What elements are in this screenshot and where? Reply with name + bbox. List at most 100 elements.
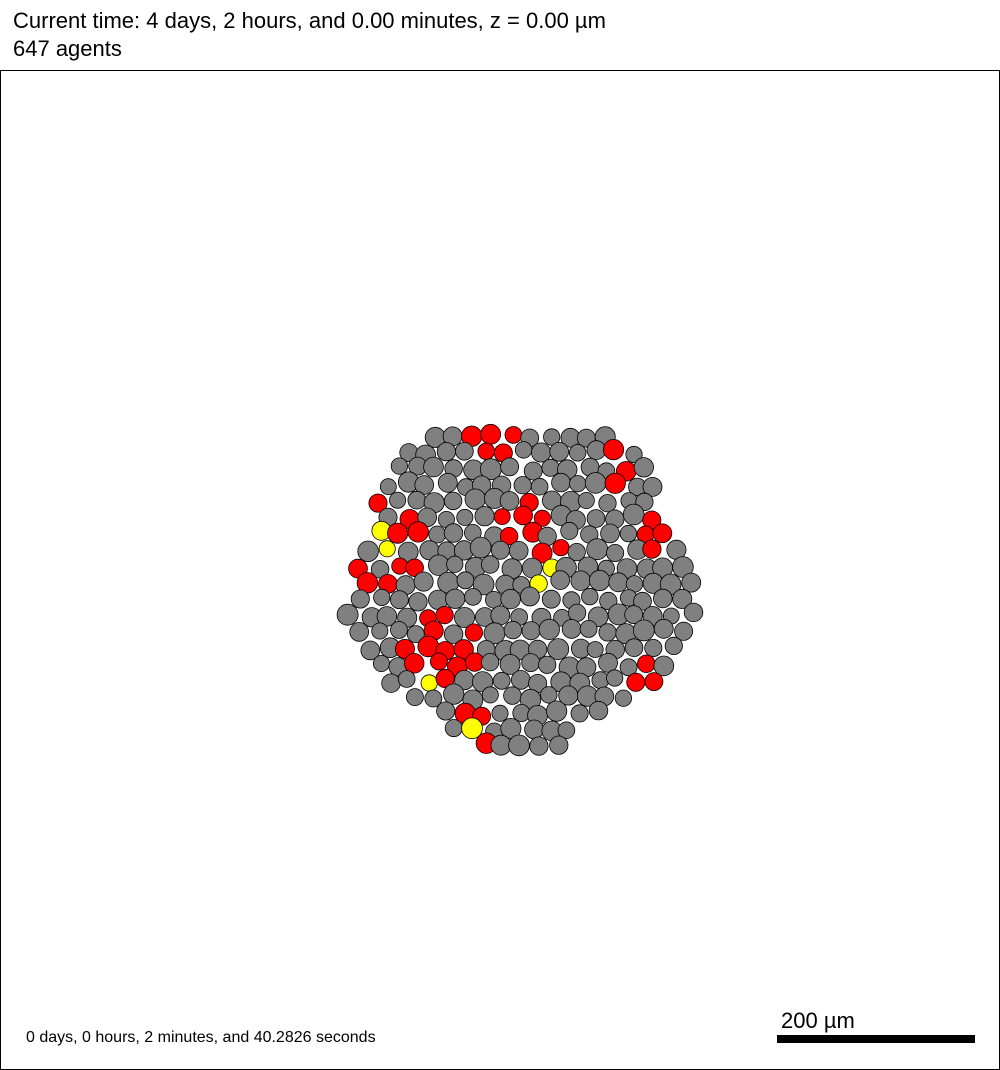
- cell-agent: [624, 638, 644, 657]
- cell-agent: [429, 652, 448, 671]
- cell-agent: [632, 619, 655, 642]
- cell-agent: [644, 639, 663, 658]
- cell-agent: [598, 623, 617, 642]
- cell-agent: [529, 736, 549, 756]
- cell-agent: [407, 490, 427, 510]
- cell-agent: [586, 641, 604, 658]
- simulation-view[interactable]: 0 days, 0 hours, 2 minutes, and 40.2826 …: [0, 70, 1000, 1070]
- cell-agent: [492, 671, 511, 690]
- cell-agent: [424, 689, 443, 708]
- cell-agent: [391, 557, 409, 575]
- cell-agent: [503, 686, 522, 705]
- cell-agent: [469, 536, 492, 559]
- cell-agent: [405, 558, 424, 578]
- cell-agent: [550, 570, 570, 590]
- cell-agent: [549, 735, 569, 755]
- cell-agent: [389, 590, 409, 610]
- cell-agent: [420, 674, 438, 692]
- cell-agent: [637, 654, 656, 674]
- cell-agent: [443, 491, 463, 511]
- cell-agent: [436, 701, 456, 721]
- cell-agent: [372, 655, 390, 673]
- cell-agent: [652, 523, 673, 544]
- cell-agent: [672, 588, 693, 609]
- cell-agent: [625, 445, 643, 464]
- cell-agent: [588, 569, 611, 592]
- cell-agent: [598, 652, 618, 673]
- cell-agent: [508, 734, 530, 757]
- cell-population: [336, 423, 704, 757]
- cell-agent: [373, 588, 391, 607]
- cell-agent: [600, 523, 620, 544]
- cell-agent: [408, 592, 428, 612]
- cell-agent: [500, 457, 520, 477]
- scale-bar-label: 200 µm: [781, 1008, 855, 1033]
- cell-agent: [531, 542, 553, 564]
- cell-agent: [570, 570, 591, 591]
- cell-agent: [541, 589, 561, 609]
- cell-agent: [626, 672, 646, 692]
- cell-agent: [624, 605, 644, 624]
- cell-agent: [504, 426, 523, 444]
- cell-agent: [500, 588, 521, 610]
- cell-agent: [336, 603, 359, 626]
- cell-agent: [683, 602, 704, 623]
- cell-agent: [604, 472, 626, 494]
- cell-agent: [436, 442, 456, 462]
- cell-agent: [570, 704, 589, 723]
- cell-agent: [481, 555, 500, 574]
- cell-agent: [653, 618, 674, 639]
- cell-agent: [491, 704, 509, 722]
- cell-agent: [464, 623, 483, 642]
- cell-agent: [606, 543, 625, 562]
- cell-agent: [389, 491, 407, 509]
- scale-bar: [777, 1035, 975, 1043]
- cell-agent: [541, 458, 560, 477]
- cell-agent: [464, 588, 482, 606]
- cell-agent: [503, 620, 523, 640]
- cell-agent: [622, 503, 645, 526]
- cell-agent: [543, 428, 561, 446]
- cell-agent: [414, 475, 435, 495]
- cell-agent: [633, 591, 652, 611]
- header: Current time: 4 days, 2 hours, and 0.00 …: [0, 0, 1000, 70]
- cell-agent: [453, 607, 475, 629]
- cell-agent: [642, 539, 662, 559]
- cell-agent: [520, 586, 540, 607]
- cell-agent: [404, 653, 425, 674]
- cell-agent: [456, 571, 475, 590]
- cell-agent: [557, 721, 576, 740]
- cell-agent: [642, 476, 663, 497]
- cell-agent: [481, 686, 499, 704]
- cell-agent: [443, 523, 464, 543]
- cell-agent: [530, 477, 549, 496]
- cell-agent: [538, 655, 557, 674]
- cell-agent: [357, 540, 379, 563]
- cell-agent: [591, 671, 610, 690]
- cell-agent: [397, 670, 416, 688]
- cell-agent: [394, 639, 415, 660]
- cell-agent: [560, 521, 579, 540]
- cell-agent: [581, 587, 599, 606]
- cell-agent: [514, 441, 533, 459]
- cell-agent: [378, 540, 396, 558]
- cell-agent: [510, 670, 531, 690]
- cell-agent: [455, 441, 474, 461]
- cell-agent: [456, 508, 474, 526]
- cell-agent: [569, 475, 587, 493]
- cell-agent: [508, 540, 529, 561]
- cell-agent: [435, 605, 454, 625]
- cell-agent: [633, 457, 654, 478]
- current-time-title: Current time: 4 days, 2 hours, and 0.00 …: [13, 8, 606, 33]
- cell-agent: [360, 640, 381, 661]
- cell-agent: [664, 636, 683, 656]
- cell-agent: [614, 689, 633, 707]
- cell-agent: [567, 542, 586, 562]
- cell-agent: [477, 442, 495, 461]
- cell-agent: [472, 573, 495, 596]
- cell-agent: [586, 509, 606, 528]
- cell-agent: [549, 441, 569, 462]
- cell-agent: [567, 603, 587, 622]
- cell-agent: [533, 509, 551, 527]
- cell-agent: [579, 620, 598, 638]
